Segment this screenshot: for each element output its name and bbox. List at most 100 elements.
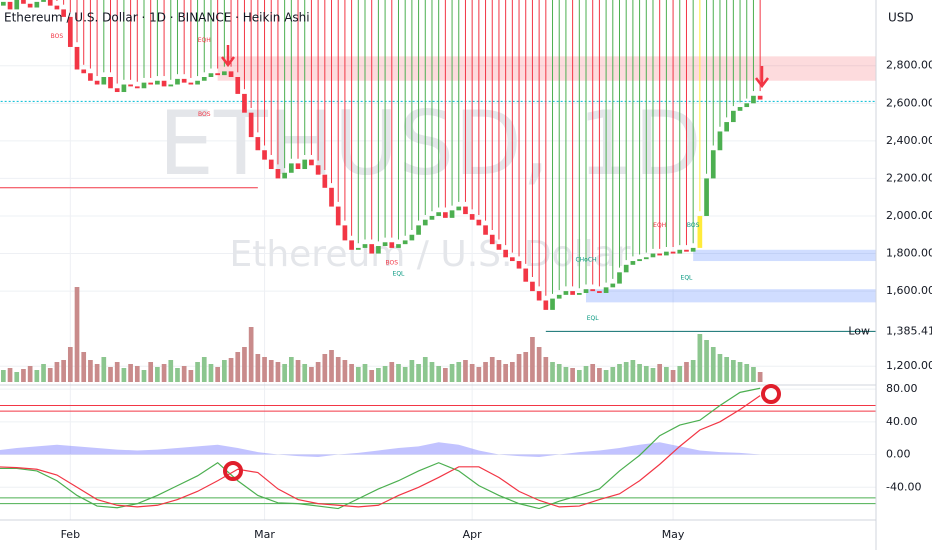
volume-bar — [295, 360, 301, 382]
volume-bar — [436, 366, 442, 382]
volume-bar — [597, 368, 602, 382]
y-tick-label: 1,600.00 — [886, 284, 932, 297]
zone — [217, 56, 876, 81]
candle-body — [690, 247, 696, 252]
candle-body — [208, 73, 214, 77]
volume-bar — [664, 367, 669, 382]
volume-bar — [536, 347, 542, 382]
candle-body — [215, 73, 221, 76]
candle-body — [188, 82, 194, 85]
volume-bar — [242, 347, 247, 382]
volume-bar — [617, 364, 622, 382]
volume-bar — [710, 347, 716, 382]
candle-body — [717, 131, 723, 151]
candle-body — [536, 291, 542, 301]
volume-bar — [382, 366, 388, 382]
volume-bar — [181, 366, 187, 382]
volume-bar — [396, 364, 401, 382]
volume-bar — [155, 367, 160, 382]
volume-bar — [315, 362, 321, 382]
volume-bar — [81, 352, 87, 382]
volume-bar — [603, 370, 609, 382]
volume-bar — [516, 354, 522, 382]
volume-bar — [161, 364, 167, 382]
x-tick-label: Feb — [61, 528, 80, 541]
volume-bar — [623, 362, 629, 382]
candle-body — [737, 107, 743, 111]
volume-bar — [563, 367, 569, 382]
candle-body — [181, 78, 187, 83]
candle-body — [88, 73, 93, 81]
volume-bar — [757, 372, 763, 382]
candle-body — [422, 219, 428, 226]
candle-body — [94, 80, 100, 85]
volume-bar — [576, 370, 582, 382]
candle-body — [255, 137, 261, 151]
volume-bar — [503, 364, 508, 382]
candle-body — [195, 80, 200, 85]
volume-bar — [88, 360, 93, 382]
zone — [693, 249, 876, 262]
volume-bar — [309, 367, 314, 382]
candle-body — [362, 244, 368, 248]
candle-body — [222, 71, 227, 76]
candle-body — [402, 240, 408, 245]
volume-bar — [302, 364, 308, 382]
low-label: Low — [848, 324, 870, 337]
volume-bar — [262, 357, 267, 382]
candle-body — [603, 287, 609, 293]
volume-bar — [7, 368, 13, 382]
candle-body — [657, 253, 663, 256]
volume-bar — [570, 368, 575, 382]
candle-body — [556, 294, 562, 299]
annotation: BOS — [386, 259, 399, 266]
volume-bar — [449, 364, 455, 382]
candle-body — [342, 225, 348, 241]
volume-bar — [208, 364, 214, 382]
volume-bar — [610, 367, 616, 382]
candle-body — [295, 163, 301, 170]
volume-bar — [121, 368, 127, 382]
arrow — [755, 66, 769, 89]
candle-body — [396, 244, 401, 248]
volume-bar — [637, 364, 642, 382]
candle-body — [61, 9, 66, 17]
volume-bar — [288, 357, 294, 382]
candle-body — [7, 1, 13, 10]
volume-bar — [751, 367, 756, 382]
candle-body — [543, 300, 549, 310]
volume-bar — [476, 367, 482, 382]
candle-body — [643, 257, 649, 260]
candle-body — [155, 80, 160, 85]
volume-bar — [67, 347, 73, 382]
volume-bar — [509, 362, 515, 382]
candle-body — [141, 82, 147, 89]
y-tick-label: 0.00 — [886, 448, 911, 461]
volume-bar — [697, 334, 703, 382]
candle-body — [489, 234, 495, 245]
candle-body — [724, 122, 729, 132]
candle-body — [583, 289, 589, 293]
y-tick-label: 40.00 — [886, 415, 918, 428]
volume-bar — [456, 362, 462, 382]
volume-bar — [195, 362, 200, 382]
candle-body — [516, 261, 522, 269]
candle-body — [503, 249, 508, 258]
candle-body — [228, 71, 234, 77]
candle-body — [563, 291, 569, 295]
candle-body — [355, 247, 361, 250]
volume-bar — [489, 357, 495, 382]
oscillator-line — [0, 387, 761, 510]
y-tick-label: 1,200.00 — [886, 359, 932, 372]
volume-bar — [670, 370, 676, 382]
candle-body — [623, 264, 629, 273]
y-tick-label: 2,800.00 — [886, 59, 932, 72]
candle-body — [670, 251, 676, 254]
candle-body — [382, 242, 388, 247]
volume-bar — [389, 362, 395, 382]
volume-bar — [463, 360, 468, 382]
candle-body — [731, 110, 736, 123]
volume-bar — [335, 357, 341, 382]
volume-bar — [282, 364, 287, 382]
candle-body — [282, 172, 287, 179]
